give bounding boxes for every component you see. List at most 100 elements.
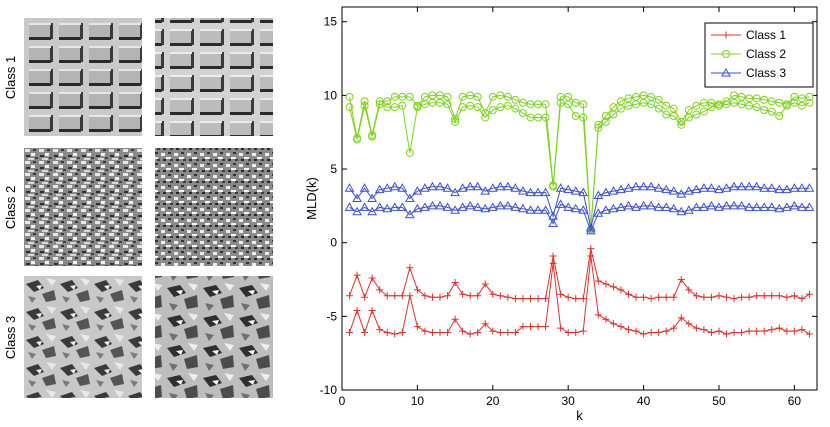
data-point [662,327,670,335]
data-point [647,295,655,303]
data-point [459,290,467,298]
data-point [677,276,685,284]
texture-class-1-sample-a [24,18,142,136]
y-tick-label: -5 [326,309,337,323]
data-point [578,187,589,197]
data-point [571,98,580,107]
data-point [473,92,482,101]
data-point [699,183,709,192]
data-point [548,218,558,228]
data-point [481,113,490,122]
data-point [730,98,739,107]
data-point [480,186,491,195]
data-point [495,181,506,191]
data-point [367,206,378,216]
data-point [579,327,587,335]
data-point [489,290,497,298]
legend-label: Class 1 [746,28,786,42]
data-point [632,100,641,109]
data-point [699,98,708,107]
data-point [789,200,800,210]
data-point [420,100,429,109]
data-point [368,274,376,282]
data-point [767,107,776,116]
x-tick-label: 60 [788,394,802,408]
data-point [382,203,393,213]
data-point [587,252,595,260]
legend-label: Class 3 [746,66,786,80]
data-point [760,292,768,300]
data-point [721,200,732,210]
data-point [390,103,399,112]
data-point [421,327,429,335]
data-point [730,329,738,337]
data-point [625,326,633,334]
data-point [781,202,792,211]
data-point [345,92,354,101]
data-point [458,92,467,101]
data-point [745,293,753,301]
data-point [707,98,716,107]
data-point [404,209,415,219]
data-point [655,329,663,337]
data-point [700,293,708,301]
data-point [616,202,626,211]
data-point [759,202,770,211]
data-point [526,295,534,303]
data-point [564,293,572,301]
data-point [646,200,656,210]
data-point [706,183,717,192]
data-point [564,100,573,109]
data-point [623,200,634,210]
data-point [451,117,460,126]
data-point [465,200,476,210]
data-point [736,181,747,191]
data-point [353,306,361,314]
data-point [540,205,551,214]
data-point [549,182,558,191]
data-point [685,286,693,294]
data-point [736,200,747,210]
data-point [677,120,686,129]
y-tick-label: 10 [324,88,338,102]
x-tick-label: 40 [637,394,651,408]
data-point [473,103,482,112]
data-point [466,101,475,110]
data-point [744,181,755,191]
data-point [632,293,640,301]
texture-class-2-sample-a [24,148,142,266]
x-tick-label: 30 [562,394,576,408]
data-point [655,293,663,301]
data-point [450,187,460,197]
data-point [766,183,777,192]
data-point [683,205,694,214]
data-point [624,101,633,110]
data-point [790,92,799,101]
data-point [541,113,550,122]
data-point [383,329,391,337]
data-point [700,326,708,334]
legend-marker [721,67,731,77]
series-line [349,203,810,233]
y-tick-label: 15 [324,15,338,29]
data-point [496,91,505,100]
data-point [487,202,498,211]
data-point [428,293,436,301]
data-point [616,184,626,194]
data-point [790,98,799,107]
data-point [797,202,807,211]
data-point [405,148,414,157]
data-point [519,323,527,331]
data-point [723,330,731,338]
data-point [361,329,369,337]
data-point [556,98,565,107]
data-point [805,98,814,107]
data-point [797,101,806,110]
data-point [451,315,459,323]
series-class-2-3 [345,98,814,234]
data-point [685,320,693,328]
data-point [556,92,565,101]
data-point [625,290,633,298]
data-point [480,203,491,213]
data-point [466,91,475,100]
